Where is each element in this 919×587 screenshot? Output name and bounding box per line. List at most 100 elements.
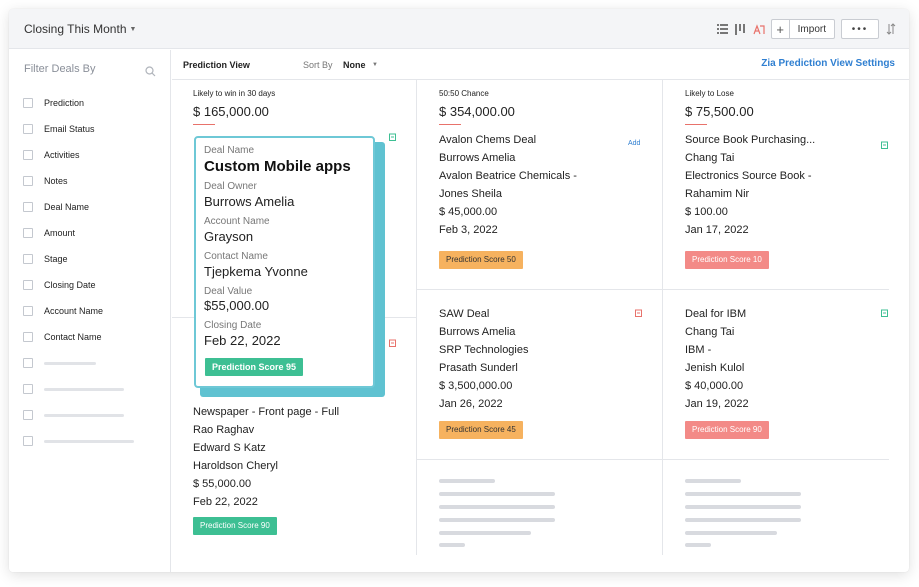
deal-value: $ 3,500,000.00 xyxy=(439,380,513,392)
prediction-subbar: Prediction View Sort By None ▼ Zia Predi… xyxy=(172,50,909,80)
placeholder-bar xyxy=(439,531,531,535)
filter-item-email-status[interactable]: Email Status xyxy=(23,116,134,142)
filter-item-stage[interactable]: Stage xyxy=(23,246,134,272)
deal-owner: Chang Tai xyxy=(685,326,735,338)
deal-card[interactable]: Avalon Chems Deal Burrows Amelia Avalon … xyxy=(439,131,577,239)
prediction-score-badge: Prediction Score 90 xyxy=(193,517,277,535)
filter-label: Account Name xyxy=(44,306,104,316)
task-icon[interactable] xyxy=(881,141,888,149)
checkbox xyxy=(23,384,33,394)
filter-label: Stage xyxy=(44,254,68,264)
deal-owner: Burrows Amelia xyxy=(439,152,516,164)
filter-item-activities[interactable]: Activities xyxy=(23,142,134,168)
chevron-down-icon[interactable]: ▼ xyxy=(372,62,378,68)
checkbox[interactable] xyxy=(23,98,33,108)
checkbox[interactable] xyxy=(23,332,33,342)
placeholder-bar xyxy=(685,505,801,509)
task-icon[interactable] xyxy=(389,339,396,347)
account-name: Edward S Katz xyxy=(193,442,266,454)
checkbox[interactable] xyxy=(23,150,33,160)
placeholder-bar xyxy=(44,413,124,417)
import-group: + Import xyxy=(770,19,835,39)
checkbox[interactable] xyxy=(23,202,33,212)
filter-item-closing-date[interactable]: Closing Date xyxy=(23,272,134,298)
crm-window: Closing This Month ▼ + Import ••• Filter … xyxy=(9,9,909,572)
placeholder-bar xyxy=(439,505,555,509)
prediction-score-badge: Prediction Score 95 xyxy=(205,358,304,376)
deal-card[interactable]: Source Book Purchasing... Chang Tai Elec… xyxy=(685,131,815,239)
contact-name: Jenish Kulol xyxy=(685,362,745,374)
filter-label: Closing Date xyxy=(44,280,96,290)
deal-card[interactable]: Newspaper - Front page - Full Rao Raghav… xyxy=(193,403,339,511)
filter-item-contact-name[interactable]: Contact Name xyxy=(23,324,134,350)
prediction-view-icon[interactable] xyxy=(753,23,765,35)
filter-item-prediction[interactable]: Prediction xyxy=(23,90,134,116)
checkbox xyxy=(23,358,33,368)
task-icon[interactable] xyxy=(881,309,888,317)
filter-label: Email Status xyxy=(44,124,95,134)
filter-item-amount[interactable]: Amount xyxy=(23,220,134,246)
task-icon[interactable] xyxy=(389,133,396,141)
sort-by-select[interactable]: None xyxy=(343,60,366,70)
task-icon[interactable] xyxy=(635,309,642,317)
dragged-deal-card[interactable]: Deal Name Custom Mobile apps Deal Owner … xyxy=(194,136,385,397)
column-amount: $ 75,500.00 xyxy=(685,104,754,119)
placeholder-bar xyxy=(439,492,555,496)
column-amount: $ 354,000.00 xyxy=(439,104,515,119)
import-button[interactable]: Import xyxy=(797,23,826,35)
placeholder-bar xyxy=(439,518,555,522)
column-underline xyxy=(439,124,461,125)
view-name: Closing This Month xyxy=(24,22,127,36)
filter-placeholder xyxy=(23,350,134,376)
filter-label: Activities xyxy=(44,150,80,160)
closing-date-label: Closing Date xyxy=(204,320,262,331)
drag-card-body[interactable]: Deal Name Custom Mobile apps Deal Owner … xyxy=(194,136,375,388)
search-icon[interactable] xyxy=(145,64,156,82)
filter-label: Prediction xyxy=(44,98,85,108)
more-options-button[interactable]: ••• xyxy=(841,19,879,39)
account-name: SRP Technologies xyxy=(439,344,529,356)
deal-card[interactable]: Deal for IBM Chang Tai IBM - Jenish Kulo… xyxy=(685,305,749,413)
list-view-icon[interactable] xyxy=(717,23,729,35)
row-divider xyxy=(663,289,889,290)
chevron-down-icon: ▼ xyxy=(129,26,137,33)
view-selector[interactable]: Closing This Month ▼ xyxy=(24,22,136,36)
contact-name: Rahamim Nir xyxy=(685,188,750,200)
placeholder-bar xyxy=(44,361,96,365)
contact-name: Tjepkema Yvonne xyxy=(204,264,308,279)
deal-owner: Chang Tai xyxy=(685,152,735,164)
deal-card[interactable]: SAW Deal Burrows Amelia SRP Technologies… xyxy=(439,305,529,413)
checkbox[interactable] xyxy=(23,228,33,238)
add-task-link[interactable]: Add xyxy=(628,140,641,147)
deal-value: $ 100.00 xyxy=(685,206,728,218)
closing-date: Feb 22, 2022 xyxy=(193,496,258,508)
placeholder-bar xyxy=(685,479,741,483)
add-icon[interactable]: + xyxy=(772,19,790,39)
filter-sidebar: Filter Deals By Prediction Email Status … xyxy=(9,50,171,572)
checkbox[interactable] xyxy=(23,176,33,186)
checkbox[interactable] xyxy=(23,306,33,316)
zia-settings-link[interactable]: Zia Prediction View Settings xyxy=(761,58,895,69)
kanban-view-icon[interactable] xyxy=(735,23,747,35)
checkbox[interactable] xyxy=(23,254,33,264)
row-divider xyxy=(417,459,662,460)
filter-item-account-name[interactable]: Account Name xyxy=(23,298,134,324)
column-divider xyxy=(416,80,417,555)
deal-name: Avalon Chems Deal xyxy=(439,134,537,146)
closing-date: Feb 22, 2022 xyxy=(204,333,281,348)
filter-label: Contact Name xyxy=(44,332,102,342)
checkbox[interactable] xyxy=(23,280,33,290)
account-name-label: Account Name xyxy=(204,216,270,227)
deal-name: SAW Deal xyxy=(439,308,490,320)
column-label: Likely to Lose xyxy=(685,89,734,98)
filter-item-deal-name[interactable]: Deal Name xyxy=(23,194,134,220)
column-underline xyxy=(685,124,707,125)
filter-item-notes[interactable]: Notes xyxy=(23,168,134,194)
account-name: Avalon Beatrice Chemicals - xyxy=(439,170,577,182)
placeholder-bar xyxy=(44,439,134,443)
placeholder-bar xyxy=(685,531,777,535)
checkbox[interactable] xyxy=(23,124,33,134)
deal-value: $55,000.00 xyxy=(204,298,270,313)
sort-order-icon[interactable] xyxy=(885,23,897,35)
filter-label: Deal Name xyxy=(44,202,90,212)
